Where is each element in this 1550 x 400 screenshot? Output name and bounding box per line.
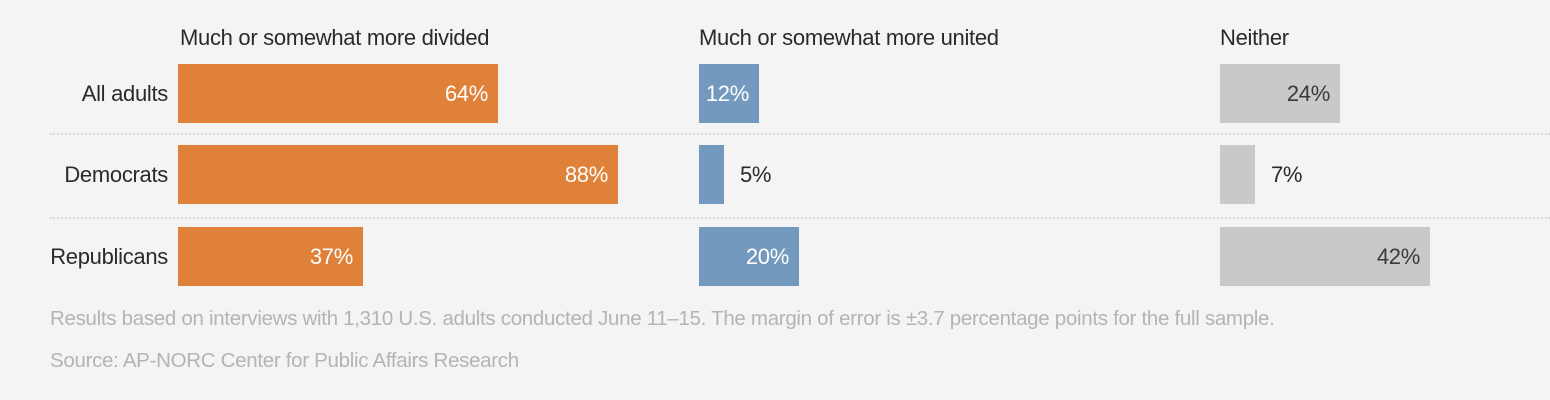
bar-neither-all-adults: 24% <box>1220 64 1340 123</box>
row-label-all-adults: All adults <box>81 80 169 106</box>
bar-value-label: 64% <box>444 80 488 106</box>
row-label-republicans: Republicans <box>50 243 168 269</box>
bar-united-all-adults: 12% <box>699 64 759 123</box>
bar-value-label: 24% <box>1286 80 1330 106</box>
source-note: Source: AP-NORC Center for Public Affair… <box>50 349 519 372</box>
row-label-democrats: Democrats <box>64 161 168 187</box>
methodology-note: Results based on interviews with 1,310 U… <box>50 307 1275 330</box>
bar-value-label: 12% <box>705 80 749 106</box>
column-header-neither: Neither <box>1220 25 1289 50</box>
bar-value-label: 5% <box>740 161 772 187</box>
bar-value-label: 7% <box>1271 161 1303 187</box>
bar-neither-democrats <box>1220 145 1255 204</box>
bar-neither-republicans: 42% <box>1220 227 1430 286</box>
row-divider <box>50 217 1550 219</box>
bar-divided-democrats: 88% <box>178 145 618 204</box>
bar-value-label: 37% <box>309 243 353 269</box>
bar-divided-all-adults: 64% <box>178 64 498 123</box>
bar-united-republicans: 20% <box>699 227 799 286</box>
column-header-divided: Much or somewhat more divided <box>180 25 490 50</box>
bar-value-label: 88% <box>564 161 608 187</box>
bar-value-label: 42% <box>1376 243 1420 269</box>
bar-value-label: 20% <box>745 243 789 269</box>
bar-divided-republicans: 37% <box>178 227 363 286</box>
row-divider <box>50 133 1550 135</box>
column-header-united: Much or somewhat more united <box>699 25 999 50</box>
bar-united-democrats <box>699 145 724 204</box>
